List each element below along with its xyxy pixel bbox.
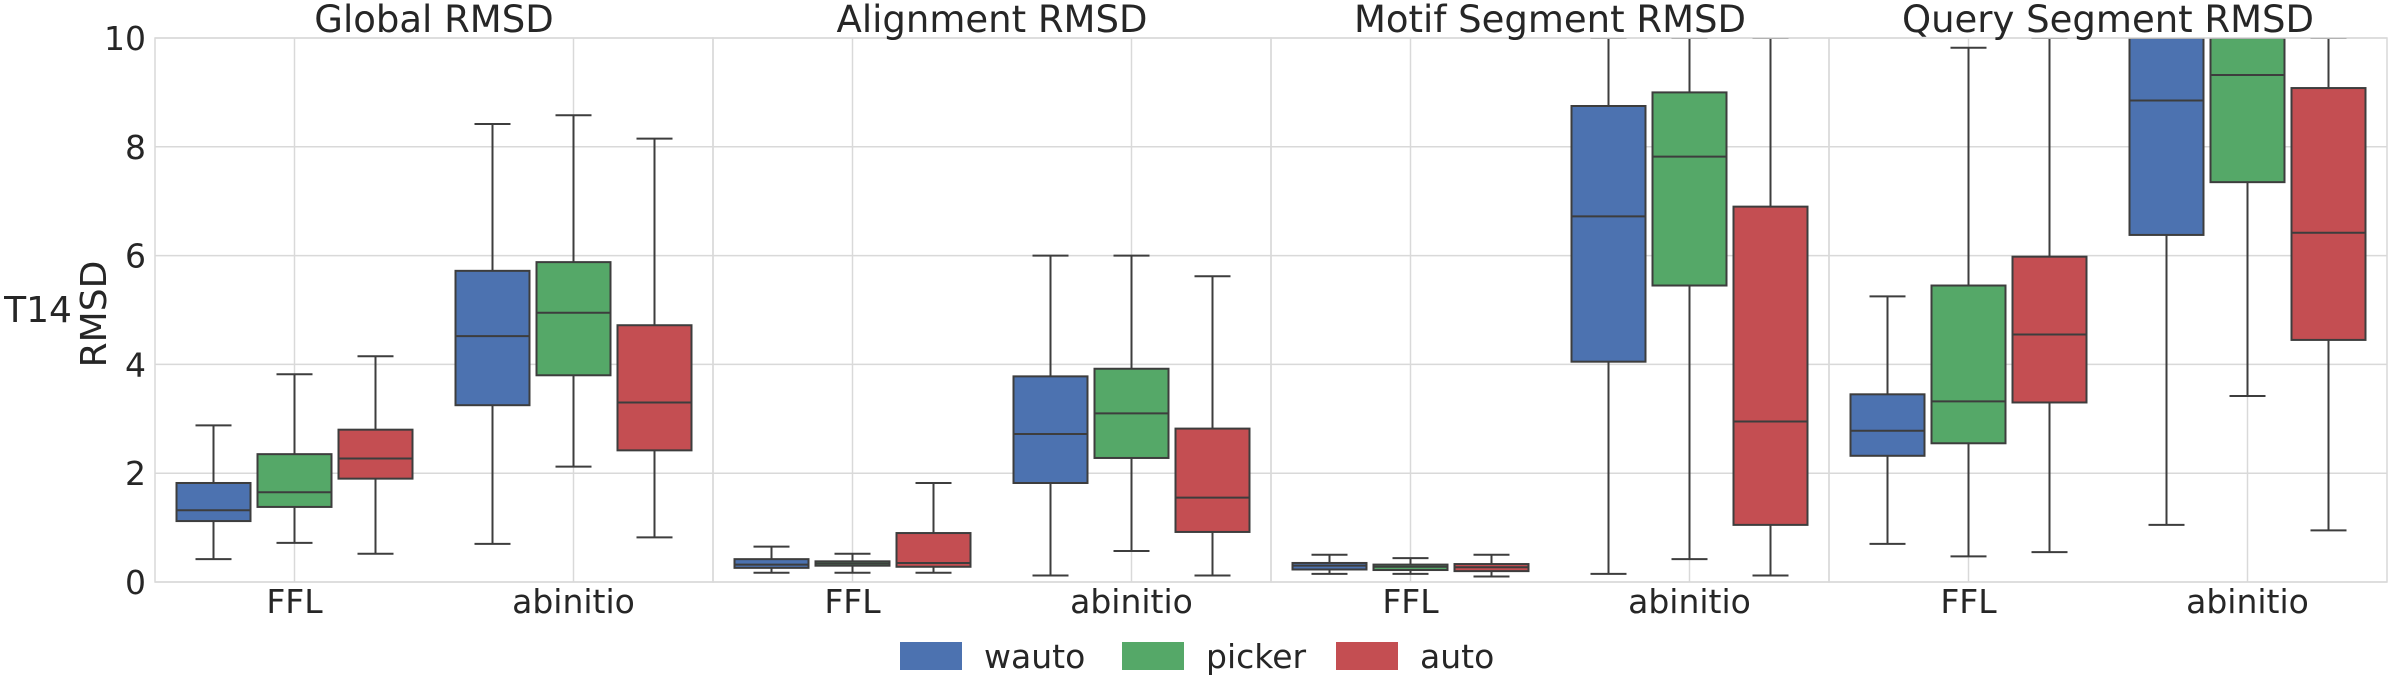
x-tick-label: FFL (266, 582, 323, 621)
x-tick-label: abinitio (2186, 582, 2309, 621)
row-label: T14 (3, 290, 72, 331)
x-tick-label: FFL (1940, 582, 1997, 621)
box-wauto (1012, 254, 1089, 577)
legend-item-picker: picker (1122, 637, 1306, 676)
box-iqr (733, 558, 810, 569)
box-iqr (1651, 91, 1728, 287)
box-iqr (256, 453, 333, 508)
box-picker (814, 552, 891, 574)
legend-label: picker (1206, 637, 1306, 676)
legend-label: wauto (984, 637, 1085, 676)
y-axis-label: RMSD (74, 261, 115, 368)
box-picker (1372, 557, 1449, 575)
box-iqr (2128, 38, 2205, 236)
panel-2 (733, 38, 1251, 582)
x-tick-label: FFL (824, 582, 881, 621)
chart-panels: 0 2 4 6 8 10 Global RMSD FFL abinitio Alignment R… (104, 0, 2388, 621)
y-tick-label: 10 (104, 19, 146, 58)
panel-title: Global RMSD (314, 0, 553, 41)
box-auto (1732, 38, 1809, 577)
legend: wauto picker auto (900, 637, 1494, 676)
box-picker (1930, 46, 2007, 558)
box-iqr (1012, 375, 1089, 484)
box-picker (256, 373, 333, 544)
panel-title: Alignment RMSD (837, 0, 1148, 41)
box-auto (2290, 38, 2367, 532)
box-iqr (2290, 87, 2367, 341)
box-picker (1651, 38, 1728, 561)
box-iqr (2011, 255, 2088, 404)
panel-title: Query Segment RMSD (1902, 0, 2314, 41)
box-iqr (895, 532, 972, 568)
box-iqr (1570, 105, 1647, 363)
panel-title: Motif Segment RMSD (1354, 0, 1746, 41)
box-auto (895, 481, 972, 574)
legend-swatch (1122, 642, 1184, 670)
y-tick-label: 0 (125, 563, 146, 602)
box-iqr (1849, 393, 1926, 457)
y-tick-label: 4 (125, 345, 146, 384)
legend-swatch (1336, 642, 1398, 670)
box-iqr (337, 428, 414, 480)
box-auto (1174, 275, 1251, 577)
box-iqr (1732, 205, 1809, 526)
panel-frame (1828, 37, 2388, 583)
box-picker (1093, 254, 1170, 552)
x-tick-label: abinitio (512, 582, 635, 621)
box-iqr (175, 481, 252, 523)
box-picker (535, 114, 612, 468)
x-tick-label: FFL (1382, 582, 1439, 621)
box-wauto (1570, 38, 1647, 575)
legend-item-wauto: wauto (900, 637, 1085, 676)
y-tick-label: 8 (125, 128, 146, 167)
legend-swatch (900, 642, 962, 670)
box-auto (1453, 553, 1530, 578)
panel-1 (175, 38, 693, 582)
y-tick-label: 6 (125, 237, 146, 276)
box-auto (2011, 38, 2088, 554)
box-iqr (616, 324, 693, 452)
box-wauto (454, 122, 531, 545)
x-tick-label: abinitio (1628, 582, 1751, 621)
panel-3 (1291, 38, 1809, 582)
box-picker (2209, 38, 2286, 397)
box-wauto (733, 545, 810, 574)
box-auto (616, 137, 693, 539)
legend-label: auto (1420, 637, 1494, 676)
box-iqr (2209, 38, 2286, 184)
box-iqr (1930, 284, 2007, 445)
box-wauto (1291, 553, 1368, 575)
box-wauto (2128, 38, 2205, 526)
box-auto (337, 355, 414, 555)
x-tick-label: abinitio (1070, 582, 1193, 621)
y-tick-label: 2 (125, 454, 146, 493)
box-iqr (535, 261, 612, 377)
panel-4 (1849, 38, 2367, 582)
box-wauto (175, 424, 252, 561)
box-iqr (454, 269, 531, 407)
box-wauto (1849, 295, 1926, 545)
legend-item-auto: auto (1336, 637, 1494, 676)
box-iqr (1174, 427, 1251, 533)
